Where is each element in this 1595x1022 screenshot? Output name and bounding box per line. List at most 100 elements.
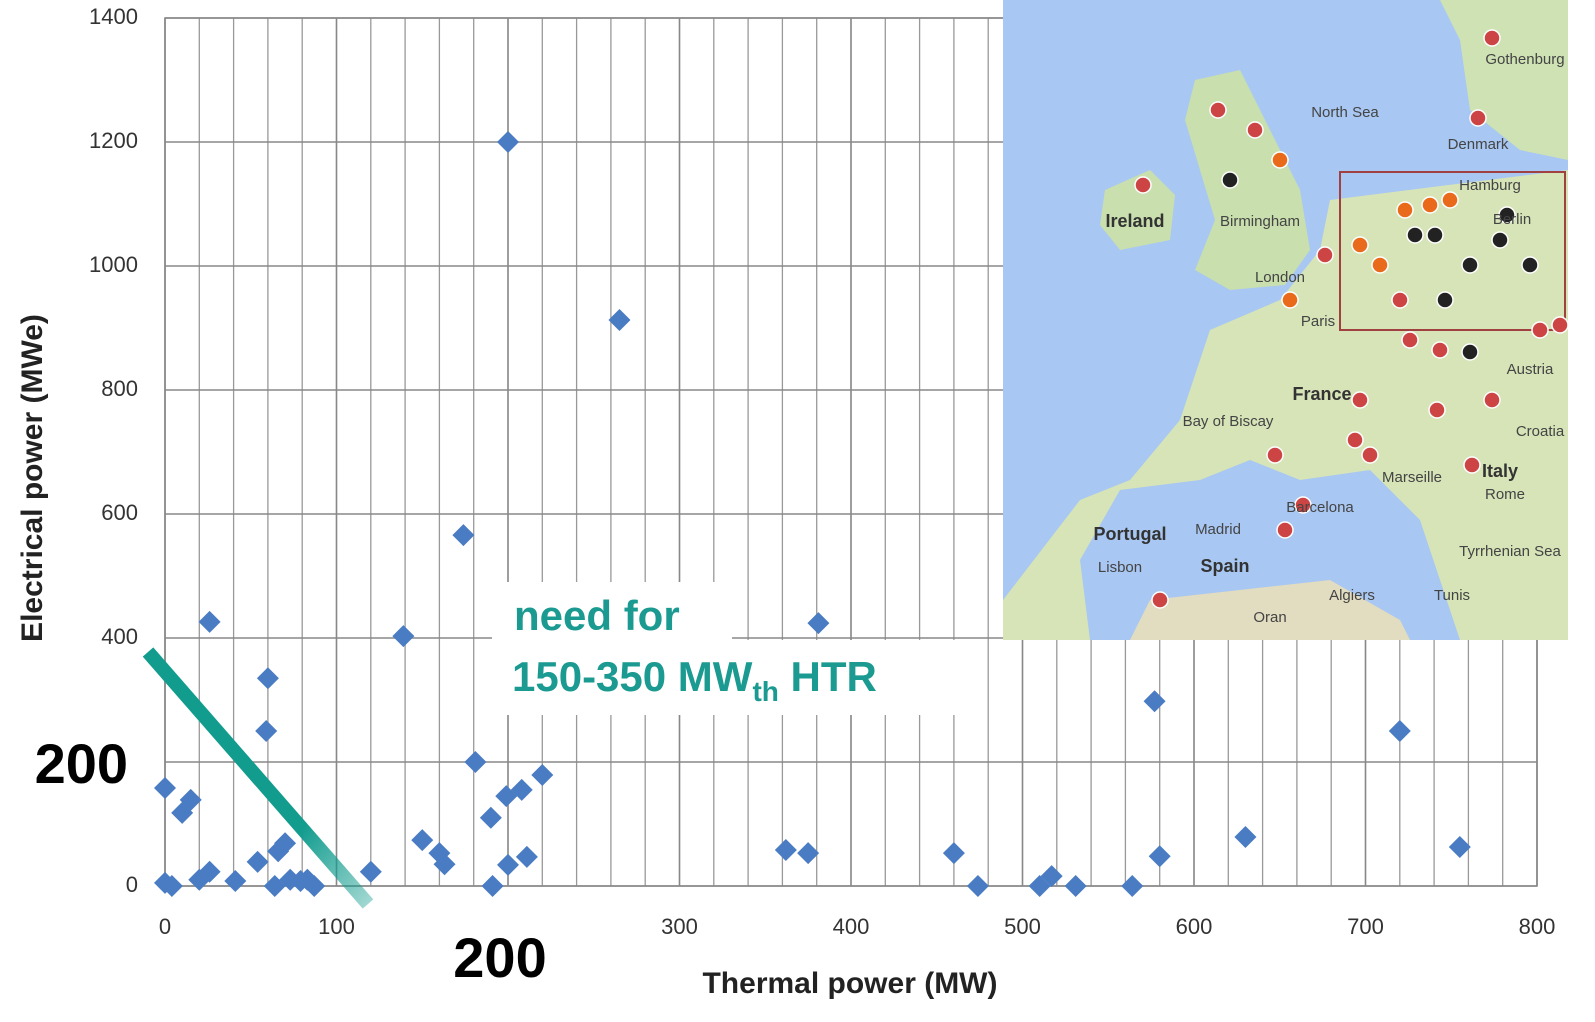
map-pin bbox=[1532, 322, 1548, 338]
map-label: Spain bbox=[1200, 556, 1249, 576]
map-pin bbox=[1392, 292, 1408, 308]
point bbox=[775, 839, 797, 861]
point bbox=[1149, 845, 1171, 867]
map-label: Austria bbox=[1507, 361, 1554, 378]
map-pin bbox=[1484, 30, 1500, 46]
map-pin bbox=[1277, 522, 1293, 538]
map-pin bbox=[1347, 432, 1363, 448]
map-pin bbox=[1432, 342, 1448, 358]
map-label: Ireland bbox=[1105, 211, 1164, 231]
y-tick-label: 1000 bbox=[89, 252, 138, 277]
map-pin bbox=[1352, 237, 1368, 253]
map-label: Bay of Biscay bbox=[1183, 413, 1274, 430]
map-pin bbox=[1362, 447, 1378, 463]
map-pin bbox=[1522, 257, 1538, 273]
map-label: Portugal bbox=[1093, 524, 1166, 544]
point bbox=[360, 861, 382, 883]
map-pin bbox=[1352, 392, 1368, 408]
point bbox=[807, 612, 829, 634]
y-tick-label: 1400 bbox=[89, 4, 138, 29]
point bbox=[1065, 875, 1087, 897]
x-tick-label: 0 bbox=[159, 914, 171, 939]
annotation-subscript: th bbox=[752, 676, 778, 707]
point bbox=[482, 875, 504, 897]
map-pin bbox=[1267, 447, 1283, 463]
map-pin bbox=[1492, 232, 1508, 248]
map-pin bbox=[1422, 197, 1438, 213]
map-pin bbox=[1407, 227, 1423, 243]
x-tick-label: 300 bbox=[661, 914, 698, 939]
point bbox=[224, 870, 246, 892]
map-pin bbox=[1317, 247, 1333, 263]
map-label: North Sea bbox=[1311, 104, 1379, 121]
x-tick-label: 800 bbox=[1519, 914, 1556, 939]
x-tick-label: 200 bbox=[453, 926, 546, 989]
y-axis-title: Electrical power (MWe) bbox=[16, 314, 49, 642]
chart: IrelandBirminghamLondonParisNorth SeaFra… bbox=[0, 0, 1595, 1022]
map-pin bbox=[1135, 177, 1151, 193]
map-label: Denmark bbox=[1448, 136, 1509, 153]
map-pin bbox=[1397, 202, 1413, 218]
y-tick-label: 200 bbox=[35, 732, 128, 795]
map-label: Tyrrhenian Sea bbox=[1459, 543, 1561, 560]
point bbox=[531, 764, 553, 786]
map-pin bbox=[1484, 392, 1500, 408]
map-pin bbox=[1402, 332, 1418, 348]
map-pin bbox=[1372, 257, 1388, 273]
map-label: Marseille bbox=[1382, 469, 1442, 486]
map-pin bbox=[1437, 292, 1453, 308]
annotation: 150-350 MWth HTR bbox=[512, 653, 877, 707]
point bbox=[1389, 720, 1411, 742]
map-label: Italy bbox=[1482, 461, 1518, 481]
x-tick-label: 100 bbox=[318, 914, 355, 939]
point bbox=[967, 875, 989, 897]
map-pin bbox=[1462, 344, 1478, 360]
map-label: Berlin bbox=[1493, 211, 1531, 228]
map-pin bbox=[1552, 317, 1568, 333]
map-pin bbox=[1247, 122, 1263, 138]
y-tick-label: 800 bbox=[101, 376, 138, 401]
map-pin bbox=[1464, 457, 1480, 473]
x-tick-label: 400 bbox=[833, 914, 870, 939]
map-pin bbox=[1282, 292, 1298, 308]
map-label: Rome bbox=[1485, 486, 1525, 503]
map-label: Barcelona bbox=[1286, 499, 1354, 516]
map-label: Tunis bbox=[1434, 587, 1470, 604]
annotation: need for bbox=[514, 592, 680, 639]
point bbox=[255, 720, 277, 742]
annotation: HTR bbox=[779, 653, 877, 700]
annotation: 150-350 MW bbox=[512, 653, 753, 700]
point bbox=[257, 667, 279, 689]
map-label: Paris bbox=[1301, 313, 1335, 330]
point bbox=[411, 829, 433, 851]
map-label: Gothenburg bbox=[1485, 51, 1564, 68]
point bbox=[497, 131, 519, 153]
point bbox=[497, 854, 519, 876]
y-tick-label: 600 bbox=[101, 500, 138, 525]
point bbox=[1449, 836, 1471, 858]
point bbox=[516, 846, 538, 868]
point bbox=[480, 807, 502, 829]
map-label: London bbox=[1255, 269, 1305, 286]
map-pin bbox=[1429, 402, 1445, 418]
map-pin bbox=[1442, 192, 1458, 208]
map-pin bbox=[1470, 110, 1486, 126]
point bbox=[608, 309, 630, 331]
y-tick-label: 0 bbox=[126, 872, 138, 897]
map-pin bbox=[1272, 152, 1288, 168]
point bbox=[392, 625, 414, 647]
map-label: Hamburg bbox=[1459, 177, 1521, 194]
x-tick-label: 700 bbox=[1347, 914, 1384, 939]
map-pin bbox=[1462, 257, 1478, 273]
point bbox=[199, 611, 221, 633]
point bbox=[1121, 875, 1143, 897]
point bbox=[1144, 690, 1166, 712]
map-label: Birmingham bbox=[1220, 213, 1300, 230]
x-axis-title: Thermal power (MW) bbox=[702, 967, 997, 1000]
point bbox=[1234, 826, 1256, 848]
x-tick-label: 600 bbox=[1176, 914, 1213, 939]
map-pin bbox=[1222, 172, 1238, 188]
map-pin bbox=[1152, 592, 1168, 608]
map-pin bbox=[1427, 227, 1443, 243]
